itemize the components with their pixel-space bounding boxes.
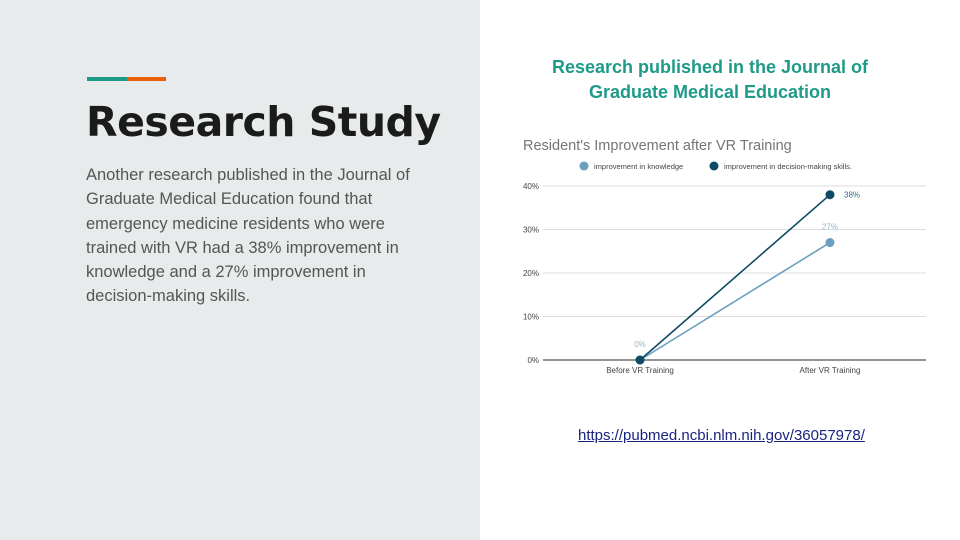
slide-title: Research Study	[86, 98, 441, 146]
legend-label: improvement in knowledge	[594, 162, 683, 171]
y-tick-label: 0%	[527, 356, 539, 365]
data-label: 27%	[822, 223, 838, 232]
series-line	[639, 241, 831, 361]
data-point	[825, 238, 835, 248]
legend-label: improvement in decision-making skills.	[724, 162, 852, 171]
chart-heading: Research published in the Journal of Gra…	[551, 57, 869, 102]
y-tick-label: 40%	[523, 182, 539, 191]
series-line	[639, 194, 831, 361]
slide-body-text: Another research published in the Journa…	[86, 166, 410, 306]
y-tick-label: 30%	[523, 226, 539, 235]
legend-marker	[579, 161, 589, 171]
data-point	[825, 190, 835, 200]
data-label: 0%	[634, 340, 646, 349]
chart-title: Resident's Improvement after VR Training	[523, 138, 792, 154]
legend-marker	[709, 161, 719, 171]
data-label: 38%	[844, 191, 860, 200]
left-panel: Research Study Another research publishe…	[0, 0, 480, 540]
y-tick-label: 10%	[523, 313, 539, 322]
data-point	[635, 355, 645, 365]
accent-bar-orange	[127, 77, 166, 81]
x-tick-label: After VR Training	[800, 366, 861, 375]
accent-bar-teal	[87, 77, 127, 81]
source-link[interactable]: https://pubmed.ncbi.nlm.nih.gov/36057978…	[578, 427, 865, 444]
x-tick-label: Before VR Training	[606, 366, 674, 375]
y-tick-label: 20%	[523, 269, 539, 278]
